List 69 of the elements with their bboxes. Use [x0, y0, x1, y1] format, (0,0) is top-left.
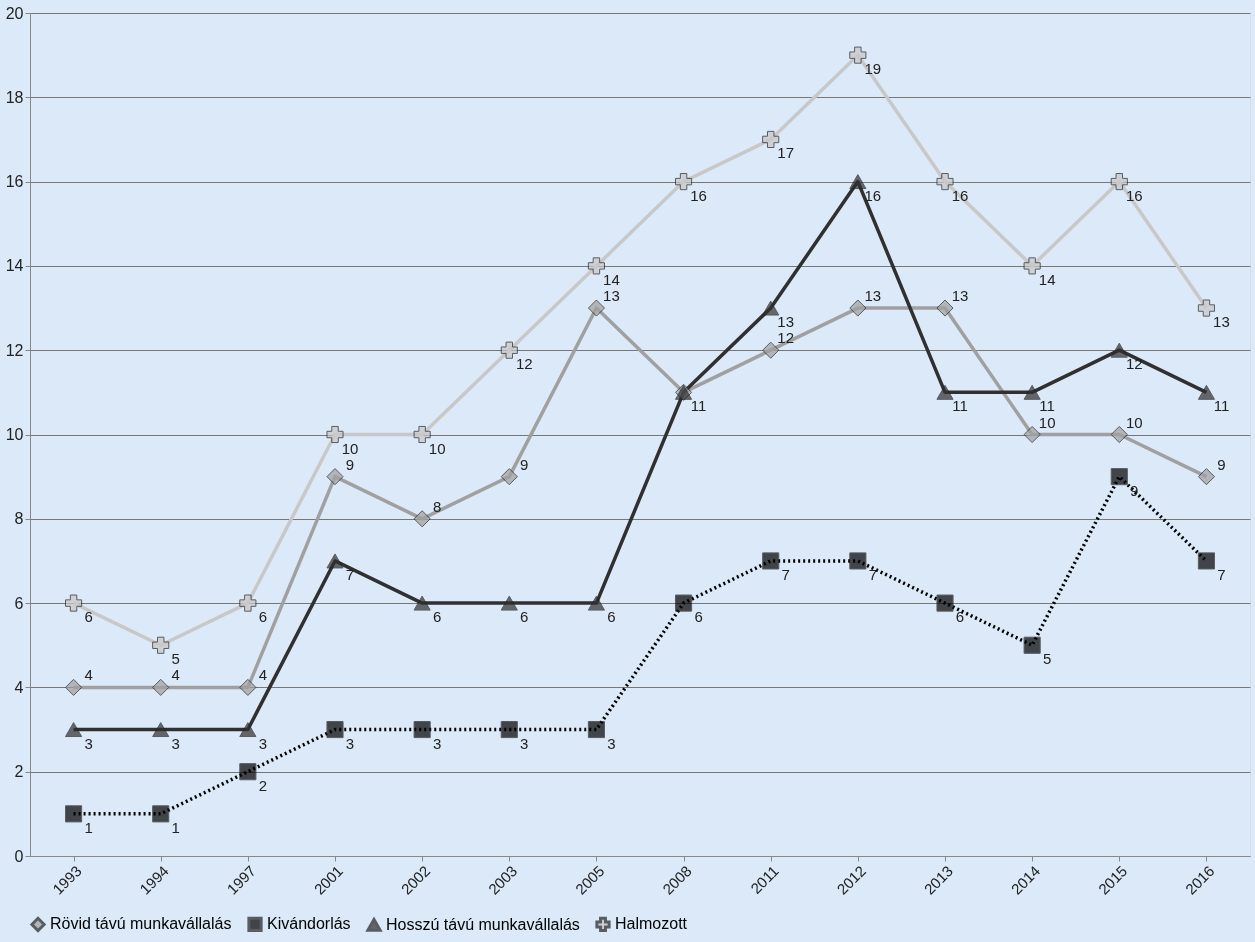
data-label: 10 [341, 439, 359, 457]
data-label: 7 [345, 565, 355, 583]
data-label: 8 [432, 497, 442, 515]
data-label: 1 [84, 818, 93, 836]
data-label: 12 [1125, 355, 1143, 373]
data-label: 4 [171, 666, 180, 684]
data-label: 6 [520, 608, 529, 626]
y-tick-label: 10 [5, 426, 24, 443]
data-label: 6 [84, 608, 93, 626]
y-tick-label: 16 [5, 173, 24, 191]
data-label: 6 [607, 608, 616, 626]
data-label: 11 [952, 397, 968, 415]
data-label: 3 [432, 734, 442, 752]
data-label: 16 [864, 186, 882, 204]
data-label: 6 [432, 608, 442, 626]
data-label: 12 [777, 329, 795, 347]
data-label: 13 [777, 313, 795, 331]
y-tick-label: 4 [14, 678, 24, 696]
data-label: 16 [690, 186, 707, 204]
legend-label: Rövid távú munkavállalás [50, 915, 232, 933]
data-label: 13 [1213, 313, 1230, 331]
data-label: 3 [84, 734, 93, 752]
data-label: 6 [955, 608, 965, 626]
y-tick-label: 18 [5, 88, 24, 106]
data-label: 9 [520, 455, 529, 473]
data-label: 3 [607, 734, 616, 752]
data-label: 3 [520, 734, 529, 752]
data-label: 3 [258, 734, 268, 752]
y-tick-label: 0 [14, 847, 24, 865]
data-label: 11 [1039, 397, 1055, 415]
data-label: 4 [84, 666, 93, 684]
data-label: 13 [603, 287, 620, 305]
y-tick-label: 20 [5, 4, 24, 22]
data-label: 6 [258, 608, 268, 626]
legend-label: Halmozott [615, 915, 688, 933]
data-label: 5 [171, 650, 180, 668]
data-label: 9 [345, 455, 355, 473]
y-tick-label: 6 [14, 594, 24, 612]
legend-label: Hosszú távú munkavállalás [386, 915, 580, 933]
data-label: 19 [864, 60, 882, 78]
data-label: 13 [864, 287, 882, 305]
data-label: 5 [1042, 650, 1052, 668]
data-label: 1 [171, 818, 180, 836]
y-tick-label: 12 [5, 341, 24, 359]
data-label: 7 [868, 565, 878, 583]
data-label: 14 [1038, 270, 1056, 288]
data-label: 10 [1125, 413, 1143, 431]
data-label: 12 [515, 355, 533, 373]
data-label: 17 [777, 144, 795, 162]
data-label: 4 [258, 666, 268, 684]
data-label: 6 [694, 608, 703, 626]
y-tick-label: 8 [14, 510, 24, 528]
data-label: 3 [171, 734, 180, 752]
data-label: 16 [1125, 186, 1143, 204]
data-label: 11 [1213, 397, 1230, 415]
y-tick-label: 14 [5, 257, 24, 275]
data-label: 7 [781, 565, 790, 583]
data-label: 9 [1217, 455, 1226, 473]
data-label: 2 [258, 776, 268, 794]
data-label: 3 [345, 734, 355, 752]
y-tick-label: 2 [14, 763, 24, 781]
data-label: 16 [951, 186, 969, 204]
data-label: 11 [690, 397, 707, 415]
data-label: 14 [603, 270, 620, 288]
data-label: 10 [428, 439, 446, 457]
data-label: 7 [1217, 565, 1226, 583]
legend-label: Kivándorlás [267, 915, 351, 933]
data-label: 10 [1038, 413, 1056, 431]
data-label: 13 [951, 287, 969, 305]
